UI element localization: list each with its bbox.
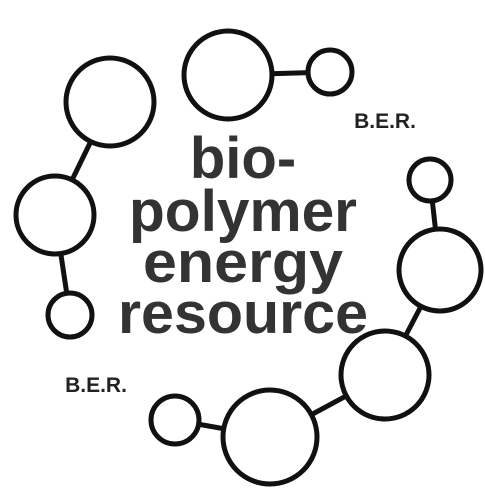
circle bbox=[338, 328, 432, 422]
circle bbox=[406, 156, 454, 204]
logo-word: polymer bbox=[129, 179, 357, 244]
circle bbox=[63, 55, 157, 149]
tag: B.E.R. bbox=[65, 374, 127, 397]
chain bbox=[13, 28, 484, 487]
circle bbox=[396, 226, 484, 314]
circle bbox=[305, 47, 355, 97]
circle bbox=[13, 173, 97, 257]
logo-word: energy bbox=[143, 230, 343, 295]
circle bbox=[220, 387, 320, 487]
circle bbox=[148, 393, 202, 447]
circle bbox=[181, 28, 275, 122]
circle bbox=[45, 290, 95, 340]
logo-word: bio- bbox=[190, 126, 296, 191]
tag: B.E.R. bbox=[354, 110, 416, 133]
logo-word: resource bbox=[118, 281, 368, 346]
